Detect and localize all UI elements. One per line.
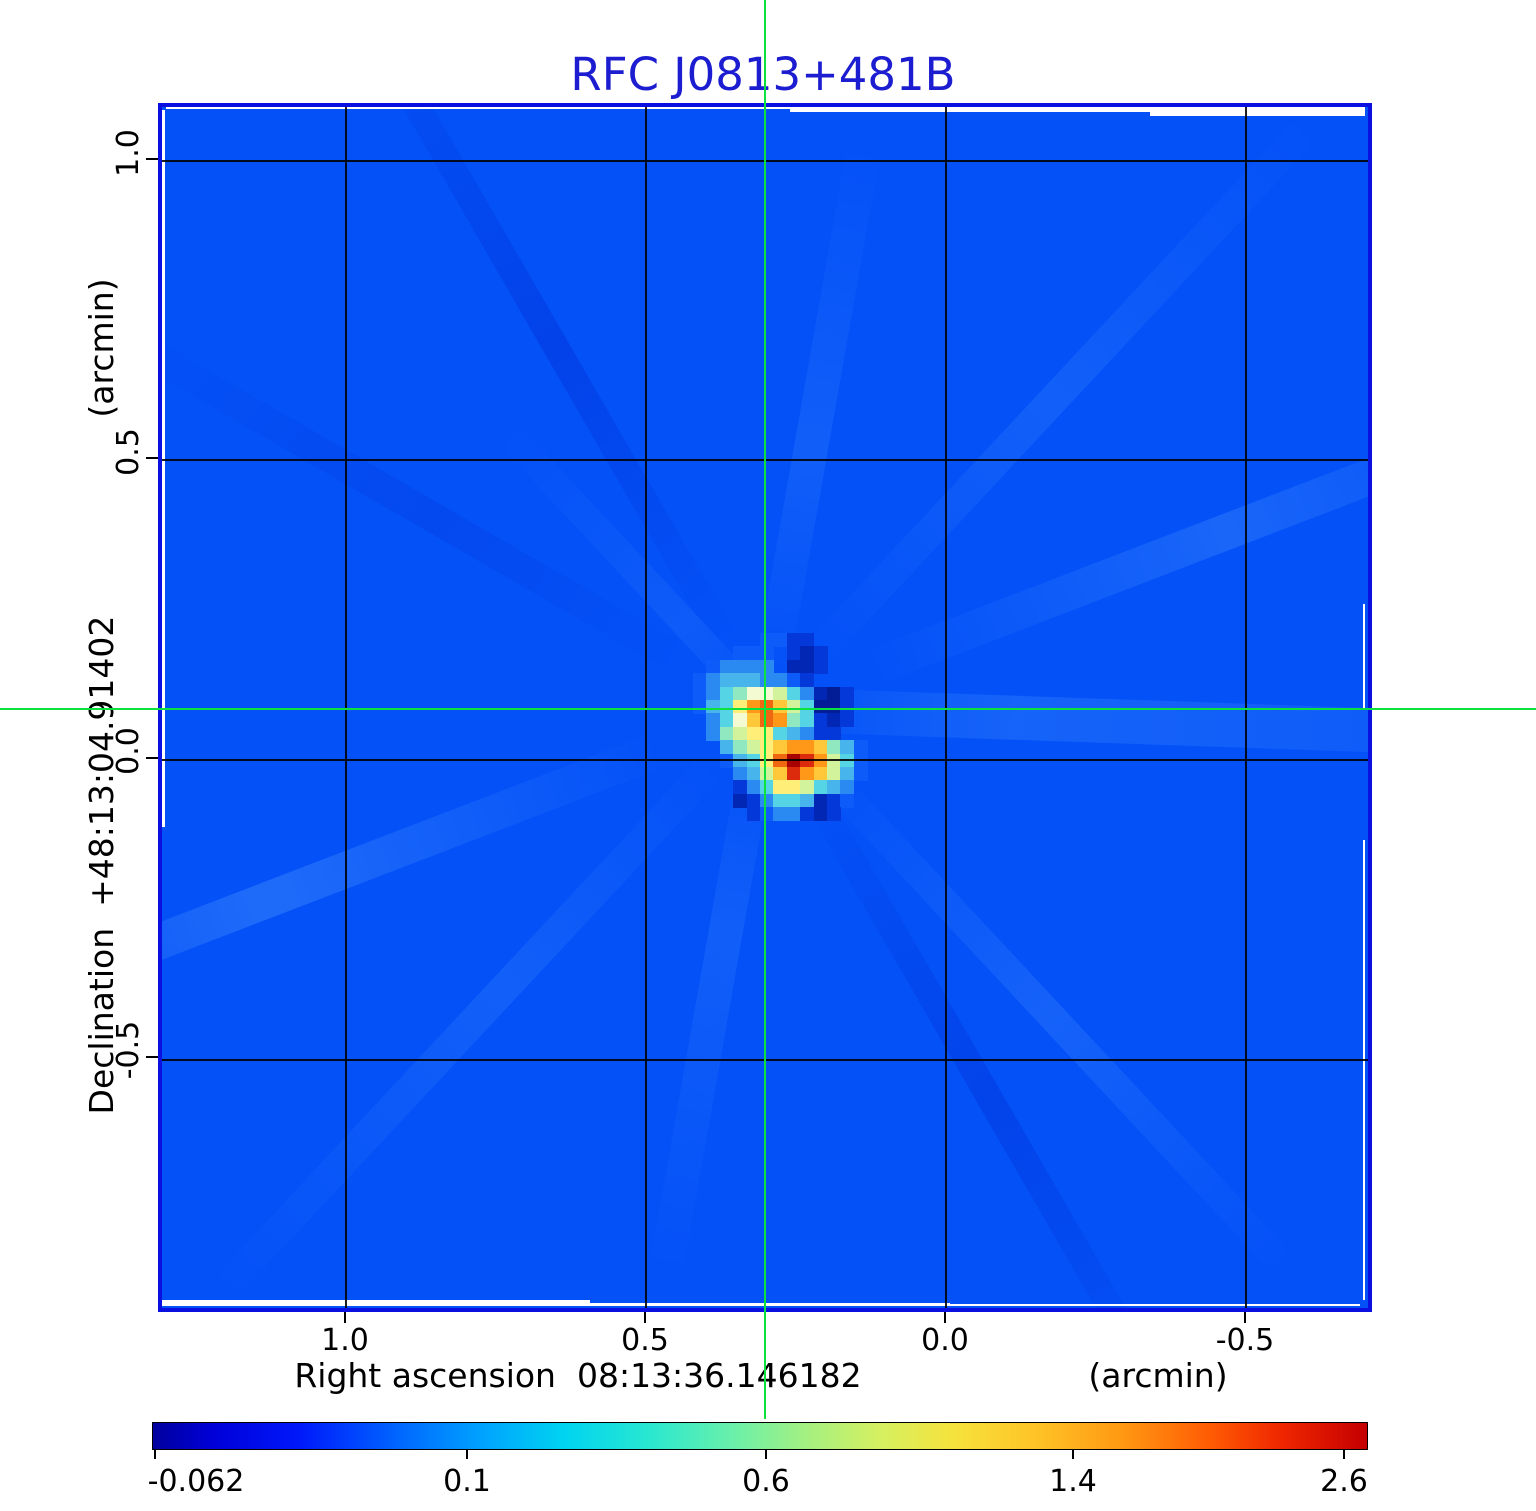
x-tick-label: -0.5 xyxy=(1215,1322,1275,1358)
colorbar-tick-mark xyxy=(1072,1450,1074,1459)
colorbar-gradient xyxy=(152,1422,1368,1450)
x-tick-mark xyxy=(644,1312,646,1323)
colorbar-tick-label: 0.1 xyxy=(443,1464,491,1499)
colorbar-tick-label: 1.4 xyxy=(1049,1464,1097,1499)
colorbar-tick-mark xyxy=(154,1450,156,1459)
x-tick-label: 1.0 xyxy=(321,1322,369,1358)
heatmap-pixels xyxy=(162,107,1368,1308)
x-tick-mark xyxy=(944,1312,946,1323)
map-edge-gap xyxy=(166,107,790,109)
x-axis-unit-label: (arcmin) xyxy=(1088,1355,1228,1395)
colorbar-tick-label: 2.6 xyxy=(1320,1464,1368,1499)
x-tick-mark xyxy=(344,1312,346,1323)
x-axis-label: Right ascension 08:13:36.146182 xyxy=(294,1355,862,1395)
colorbar-tick-mark xyxy=(765,1450,767,1459)
map-edge-gap xyxy=(162,110,165,827)
map-edge-gap xyxy=(1363,604,1365,710)
gridline-ra--0.5 xyxy=(1245,107,1247,1308)
figure-title: RFC J0813+481B xyxy=(570,48,956,101)
y-axis-label: Declination +48:13:04.91402 xyxy=(81,615,121,1115)
gridline-ra-0.0 xyxy=(945,107,947,1308)
y-tick-mark xyxy=(146,757,158,759)
map-edge-gap xyxy=(162,1300,590,1306)
map-edge-gap xyxy=(590,1303,950,1306)
gridline-ra-1.0 xyxy=(345,107,347,1308)
y-tick-mark xyxy=(146,1056,158,1058)
colorbar-tick-label: -0.062 xyxy=(147,1464,245,1499)
y-axis-unit-label: (arcmin) xyxy=(81,278,121,418)
y-tick-mark xyxy=(146,457,158,459)
map-edge-gap xyxy=(1150,107,1365,116)
crosshair-horizontal-line xyxy=(0,708,1536,710)
colorbar-tick-mark xyxy=(1343,1450,1345,1459)
x-tick-label: 0.5 xyxy=(621,1322,669,1358)
gridline-ra-0.5 xyxy=(645,107,647,1308)
y-tick-mark xyxy=(146,158,158,160)
x-tick-mark xyxy=(1244,1312,1246,1323)
map-edge-gap xyxy=(1363,840,1365,1300)
colorbar-tick-label: 0.6 xyxy=(742,1464,790,1499)
map-edge-gap xyxy=(790,107,1150,112)
y-tick-label: 1.0 xyxy=(110,129,146,177)
colorbar-tick-mark xyxy=(466,1450,468,1459)
x-tick-label: 0.0 xyxy=(921,1322,969,1358)
map-edge-gap xyxy=(950,1304,1360,1306)
